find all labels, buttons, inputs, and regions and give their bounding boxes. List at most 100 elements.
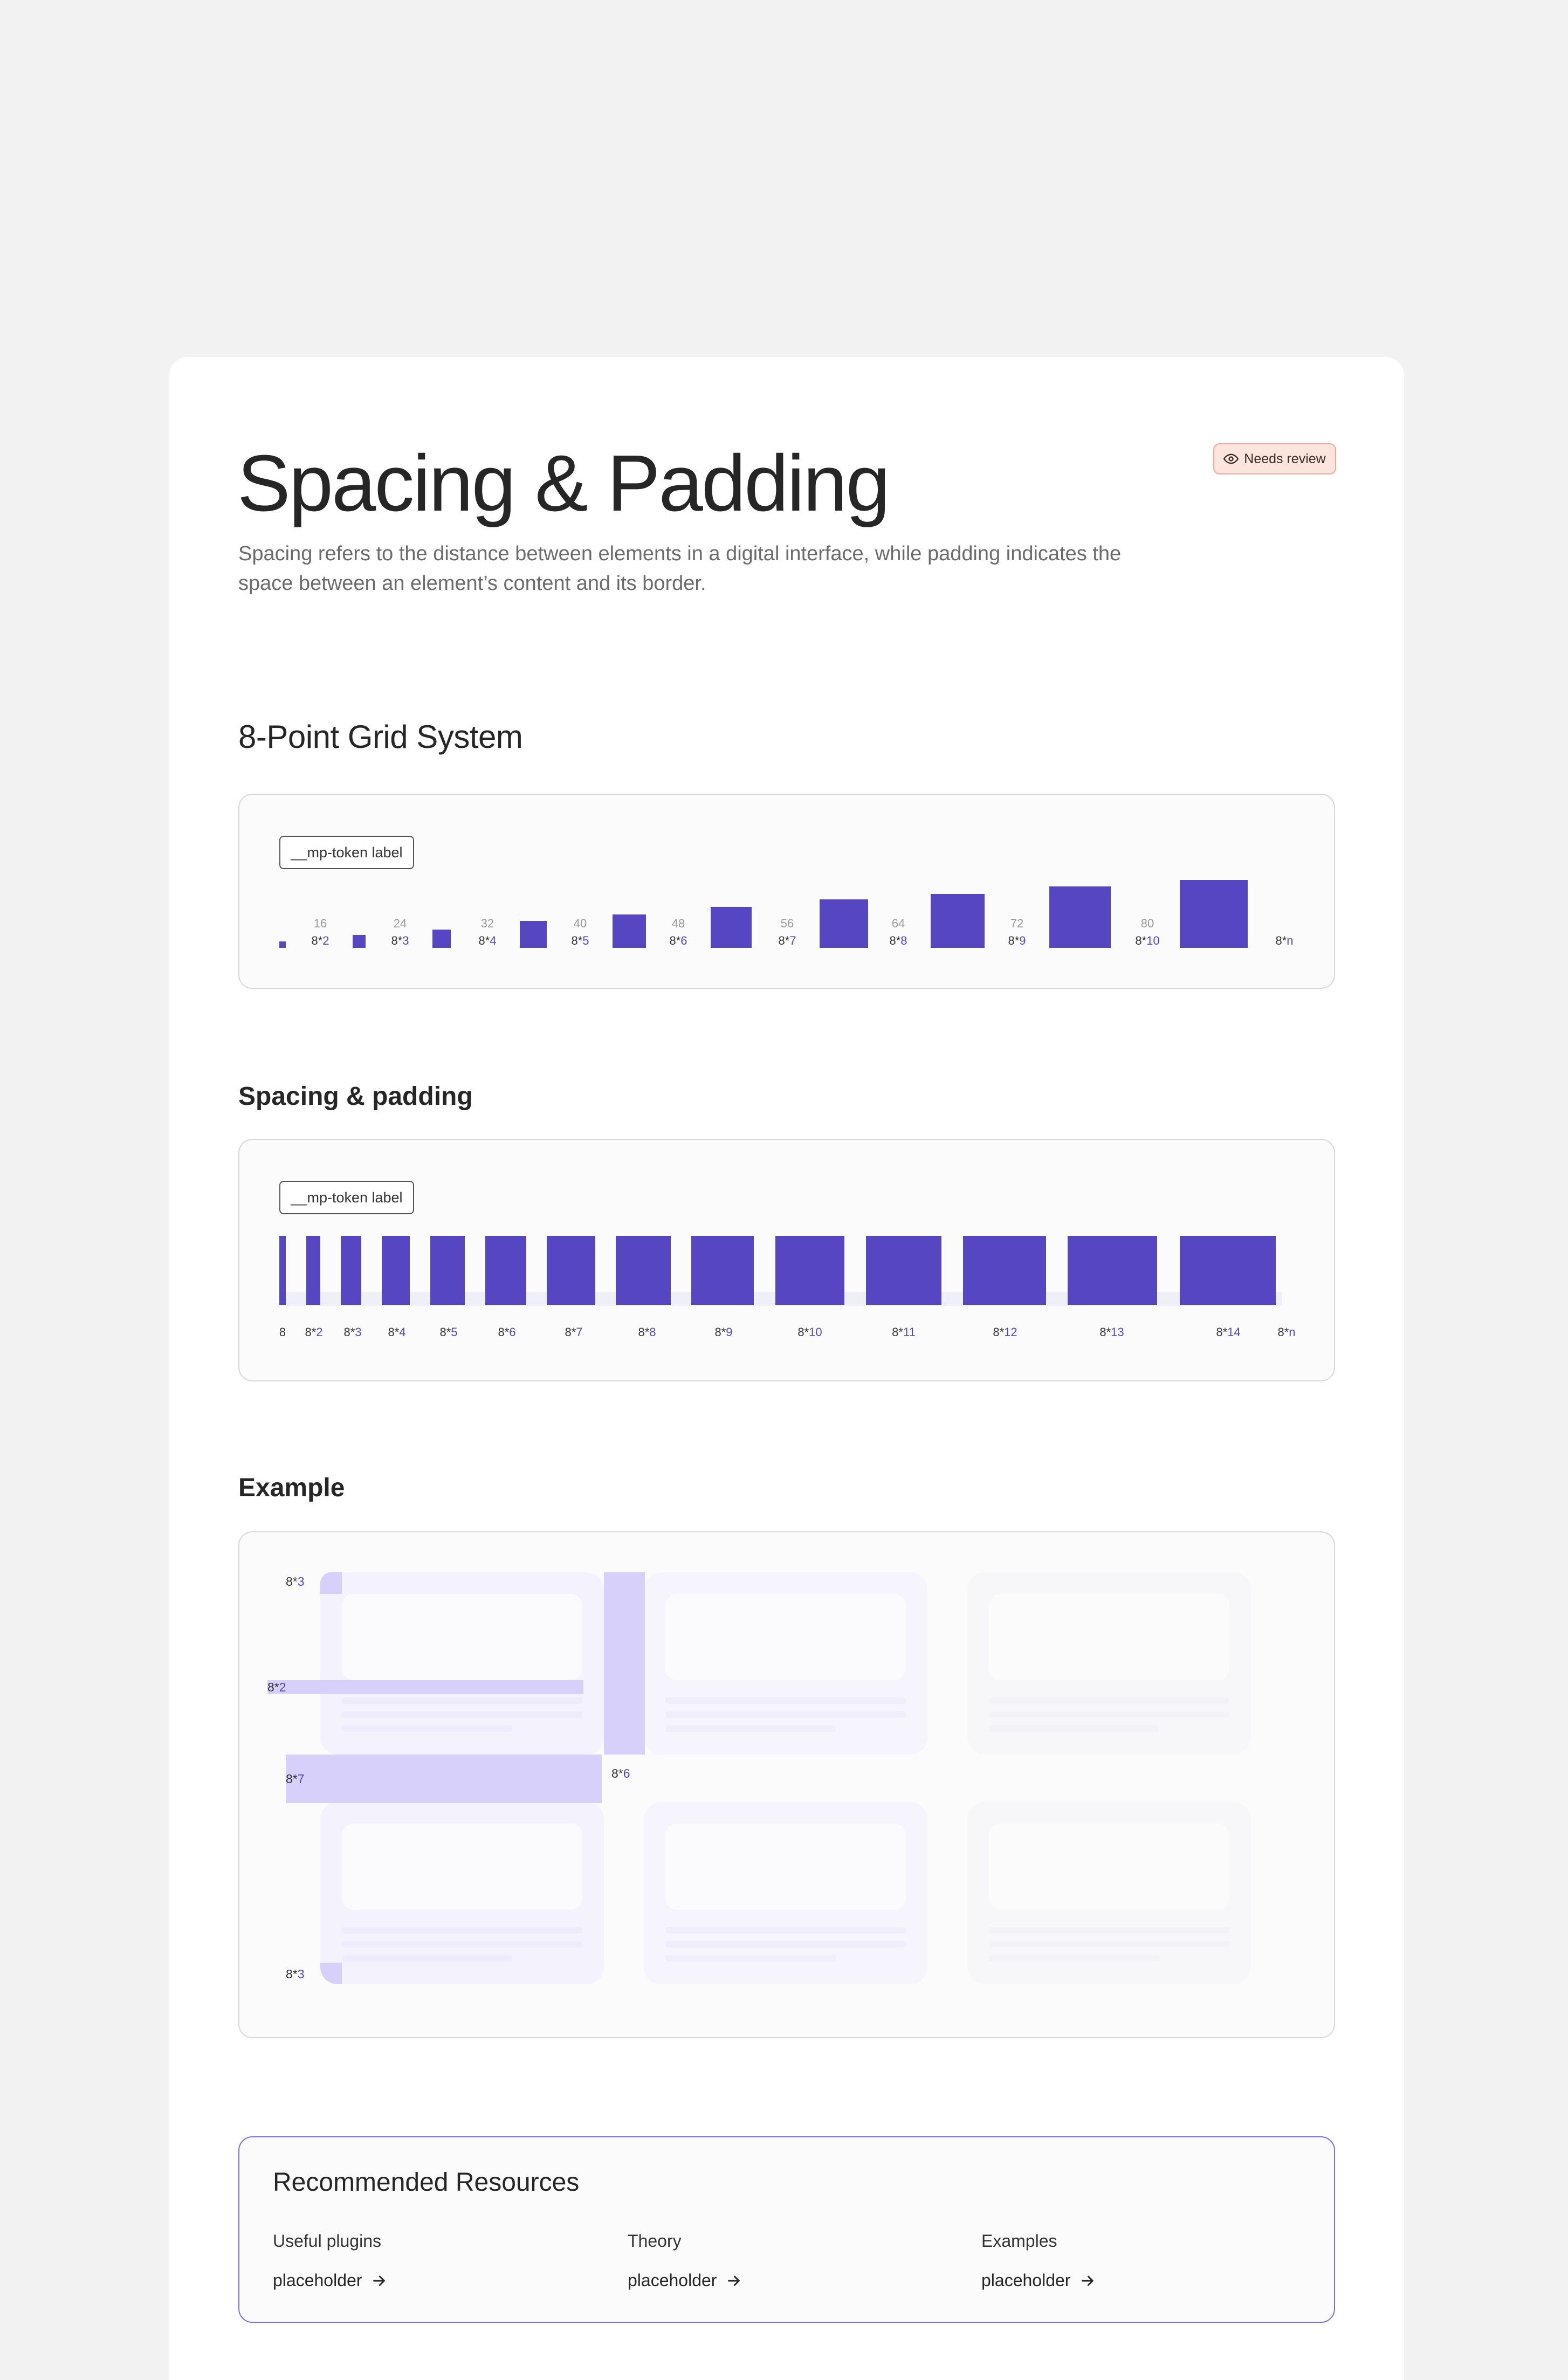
grid-value-label: 48 [671, 917, 685, 930]
spacing-multiplier-label: 8*12 [993, 1325, 1017, 1339]
spacing-bar [963, 1236, 1046, 1305]
example-card-line [342, 1725, 512, 1732]
resource-link[interactable]: placeholder [628, 2271, 742, 2290]
grid-bar [820, 899, 868, 948]
arrow-right-icon [728, 2275, 740, 2286]
content-card: Spacing & Padding Spacing refers to the … [169, 357, 1404, 2380]
grid-multiplier-label: 8*n [1275, 934, 1294, 947]
status-badge[interactable]: Needs review [1213, 443, 1336, 474]
example-label-gutter-horizontal: 8*7 [286, 1772, 305, 1786]
spacing-multiplier-label: 8*3 [343, 1325, 362, 1339]
example-section-title: Example [238, 1474, 345, 1502]
example-card-line [342, 1955, 512, 1962]
example-card-line [665, 1725, 836, 1732]
example-card-line [665, 1697, 906, 1704]
spacing-section-title: Spacing & padding [238, 1082, 473, 1111]
page-title: Spacing & Padding [237, 439, 890, 528]
example-card-line [342, 1697, 582, 1704]
grid-value-label: 56 [780, 917, 794, 930]
spacing-bar [279, 1236, 286, 1305]
spacing-bar [382, 1236, 410, 1305]
spacing-bar [306, 1236, 320, 1305]
grid-bar [432, 930, 451, 948]
example-card-media [989, 1824, 1229, 1910]
grid-bar [613, 914, 646, 948]
example-card [320, 1572, 604, 1755]
grid-value-label: 24 [393, 917, 407, 930]
resources-column-title: Useful plugins [273, 2231, 381, 2251]
eye-icon [1223, 453, 1239, 464]
spacing-multiplier-label: 8*13 [1099, 1325, 1124, 1339]
example-card-line [342, 1711, 582, 1718]
grid-bar [931, 894, 985, 948]
resource-link-label[interactable]: placeholder [273, 2271, 362, 2290]
grid-bar [353, 935, 366, 948]
grid-multiplier-label: 8*5 [571, 934, 589, 947]
resources-column-title: Theory [628, 2231, 682, 2251]
spacing-multiplier-label: 8*14 [1216, 1325, 1241, 1339]
grid-value-label: 16 [313, 917, 327, 930]
grid-multiplier-label: 8*6 [669, 934, 687, 947]
grid-value-label: 64 [891, 917, 905, 930]
example-card-media [665, 1824, 906, 1910]
example-card-media [989, 1594, 1229, 1680]
spacing-bar [341, 1236, 361, 1305]
example-card-line [665, 1711, 906, 1718]
padding-highlight-bottom [320, 1963, 342, 1984]
grid-bar [1180, 880, 1248, 948]
spacing-multiplier-label: 8*n [1277, 1325, 1296, 1339]
spacing-multiplier-label: 8*11 [892, 1325, 916, 1339]
spacing-multiplier-label: 8*9 [714, 1325, 733, 1339]
example-card-line [989, 1725, 1159, 1732]
spacing-multiplier-label: 8*2 [305, 1325, 323, 1339]
resources-column-examples: Examples placeholder [981, 2231, 1096, 2290]
grid-bar [711, 907, 752, 948]
spacing-bar [616, 1236, 671, 1305]
example-card-line [665, 1927, 906, 1934]
grid-multiplier-label: 8*8 [889, 934, 907, 947]
spacing-bar [1068, 1236, 1157, 1305]
resource-link[interactable]: placeholder [273, 2271, 388, 2290]
example-card-line [342, 1941, 582, 1948]
grid-multiplier-label: 8*7 [778, 934, 796, 947]
example-label-top: 8*3 [286, 1574, 305, 1588]
spacing-multiplier-label: 8 [279, 1325, 286, 1339]
spacing-multiplier-label: 8*8 [638, 1325, 656, 1339]
example-label-gutter-vertical: 8*6 [611, 1766, 630, 1780]
example-card-line [665, 1941, 906, 1948]
example-card-line [989, 1697, 1229, 1704]
grid-section-title: 8-Point Grid System [238, 719, 523, 755]
token-label: __mp-token label [279, 1181, 414, 1214]
example-card-line [665, 1955, 836, 1962]
example-label-left: 8*2 [267, 1680, 286, 1694]
spacing-bar [1180, 1236, 1276, 1305]
resources-column-plugins: Useful plugins placeholder [273, 2231, 388, 2290]
grid-multiplier-label: 8*4 [478, 934, 497, 947]
example-card [644, 1802, 927, 1984]
example-card-media [342, 1594, 582, 1680]
arrow-right-icon [373, 2275, 386, 2286]
spacing-bar [866, 1236, 941, 1305]
padding-highlight-left [267, 1680, 583, 1694]
spacing-multiplier-label: 8*4 [388, 1325, 406, 1339]
grid-value-label: 32 [480, 917, 494, 930]
grid-value-label: 40 [573, 917, 587, 930]
resource-link-label[interactable]: placeholder [628, 2271, 717, 2290]
resources-panel: Recommended Resources Useful plugins pla… [238, 2136, 1335, 2323]
spacing-multiplier-label: 8*7 [565, 1325, 583, 1339]
grid-bar [520, 921, 547, 948]
example-card-media [342, 1824, 582, 1910]
example-card-line [989, 1941, 1229, 1948]
example-card-line [989, 1955, 1159, 1962]
page-subtitle: Spacing refers to the distance between e… [238, 542, 1122, 595]
example-card [967, 1572, 1251, 1755]
resource-link[interactable]: placeholder [981, 2271, 1096, 2290]
grid-multiplier-label: 8*3 [391, 934, 409, 947]
grid-multiplier-label: 8*2 [311, 934, 329, 947]
resources-column-theory: Theory placeholder [628, 2231, 742, 2290]
resource-link-label[interactable]: placeholder [981, 2271, 1071, 2290]
example-panel: 8*3 8*2 8*6 8*7 8*3 [238, 1531, 1335, 2038]
grid-panel: __mp-token label 16 8*2 24 8*3 32 8*4 40 8*5 48 8… [238, 794, 1335, 989]
spacing-multiplier-label: 8*6 [498, 1325, 516, 1339]
status-badge-label: Needs review [1244, 451, 1326, 466]
